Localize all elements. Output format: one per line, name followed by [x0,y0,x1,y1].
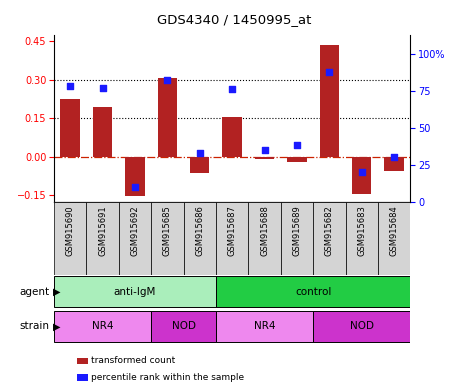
Text: GSM915690: GSM915690 [66,205,75,256]
Text: agent: agent [19,287,49,297]
Text: GSM915691: GSM915691 [98,205,107,256]
Point [131,184,139,190]
Bar [151,311,216,342]
Bar [216,311,313,342]
Text: GSM915682: GSM915682 [325,205,334,256]
Text: ▶: ▶ [53,287,61,297]
Point [99,85,106,91]
Point [325,68,333,74]
Bar [86,202,119,275]
Bar [125,157,144,197]
Text: NR4: NR4 [92,321,113,331]
Bar [255,157,274,159]
Point [228,86,236,92]
Text: NOD: NOD [350,321,374,331]
Bar [158,78,177,157]
Bar [313,202,346,275]
Bar [119,202,151,275]
Text: GDS4340 / 1450995_at: GDS4340 / 1450995_at [157,13,312,26]
Text: NOD: NOD [172,321,196,331]
Point [358,169,365,175]
Text: GSM915692: GSM915692 [130,205,139,256]
Bar [249,202,281,275]
Text: GSM915684: GSM915684 [390,205,399,256]
Text: GSM915683: GSM915683 [357,205,366,256]
Text: GSM915685: GSM915685 [163,205,172,256]
Bar [287,157,307,162]
Bar [320,45,339,157]
Point [293,142,301,149]
Bar [183,202,216,275]
Text: transformed count: transformed count [91,356,175,366]
Bar [281,202,313,275]
Point [261,147,268,153]
Text: strain: strain [19,321,49,331]
Bar [385,157,404,171]
Bar [222,117,242,157]
Text: GSM915689: GSM915689 [293,205,302,256]
Text: GSM915686: GSM915686 [195,205,204,256]
Text: control: control [295,287,332,297]
Bar [151,202,183,275]
Bar [54,202,86,275]
Point [390,154,398,161]
Text: GSM915688: GSM915688 [260,205,269,256]
Bar [313,311,410,342]
Bar [352,157,371,194]
Text: GSM915687: GSM915687 [227,205,237,256]
Bar [346,202,378,275]
Bar [378,202,410,275]
Bar [190,157,210,173]
Bar [93,106,112,157]
Bar [61,99,80,157]
Bar [216,202,249,275]
Text: NR4: NR4 [254,321,275,331]
Bar [54,311,151,342]
Point [164,77,171,83]
Text: anti-IgM: anti-IgM [114,287,156,297]
Bar [54,276,216,307]
Point [67,83,74,89]
Text: percentile rank within the sample: percentile rank within the sample [91,372,243,382]
Point [196,150,204,156]
Text: ▶: ▶ [53,321,61,331]
Bar [216,276,410,307]
